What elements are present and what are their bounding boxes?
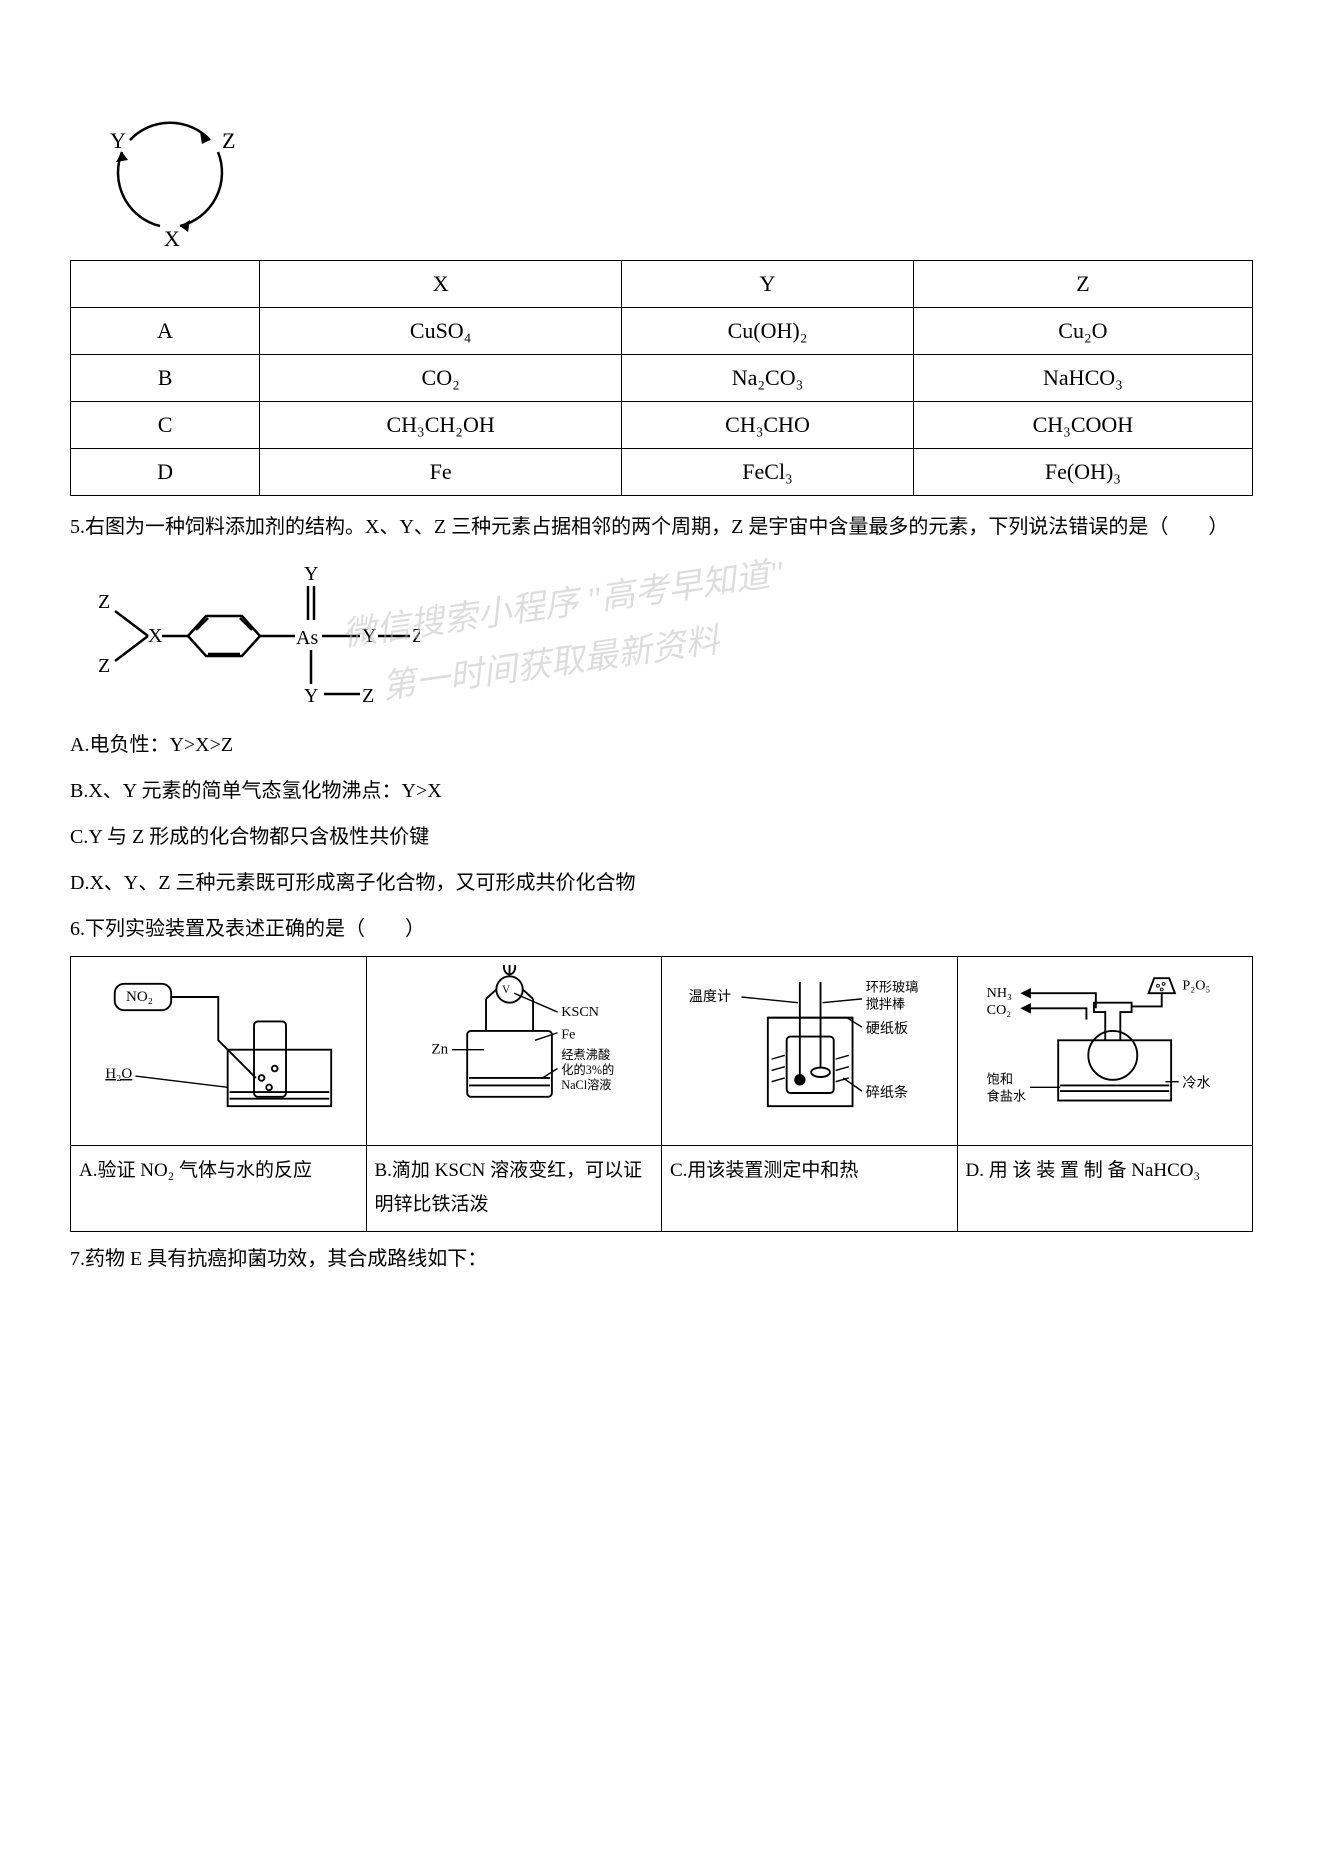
- cycle-Y-label: Y: [110, 128, 126, 153]
- q5-optA: A.电负性：Y>X>Z: [70, 726, 1253, 764]
- row-A-label: A: [71, 308, 260, 355]
- struct-Y-bot: Y: [304, 685, 318, 707]
- svg-text:搅拌棒: 搅拌棒: [866, 996, 905, 1011]
- svg-text:环形玻璃: 环形玻璃: [866, 979, 919, 994]
- row-D-Y: FeCl₃: [622, 449, 914, 496]
- experiment-table: NO₂ H₂O: [70, 956, 1253, 1232]
- exp-opt-B: B.滴加 KSCN 溶液变红，可以证明锌比铁活泼: [366, 1146, 662, 1231]
- struct-X: X: [148, 625, 163, 647]
- svg-text:NaCl溶液: NaCl溶液: [561, 1077, 611, 1092]
- row-C-X: CH₃CH₂OH: [260, 402, 622, 449]
- expB-KSCN: KSCN: [561, 1004, 599, 1020]
- structure-diagram: Z Z X As Y Y Z Y Z: [80, 556, 420, 716]
- expB-Fe: Fe: [561, 1026, 575, 1042]
- q5-optD: D.X、Y、Z 三种元素既可形成离子化合物，又可形成共价化合物: [70, 864, 1253, 902]
- row-B-X: CO₂: [260, 355, 622, 402]
- row-B-Y: Na₂CO₃: [622, 355, 914, 402]
- row-A-X: CuSO₄: [260, 308, 622, 355]
- q7-stem: 7.药物 E 具有抗癌抑菌功效，其合成路线如下：: [70, 1240, 1253, 1278]
- q5-stem: 5.右图为一种饲料添加剂的结构。X、Y、Z 三种元素占据相邻的两个周期，Z 是宇…: [70, 508, 1253, 546]
- table-row: A CuSO₄ Cu(OH)₂ Cu₂O: [71, 308, 1253, 355]
- row-A-Z: Cu₂O: [913, 308, 1252, 355]
- q5-optB: B.X、Y 元素的简单气态氢化物沸点：Y>X: [70, 772, 1253, 810]
- struct-As: As: [296, 627, 318, 649]
- row-C-label: C: [71, 402, 260, 449]
- row-D-Z: Fe(OH)₃: [913, 449, 1252, 496]
- expA-H2O: H₂O: [105, 1066, 132, 1082]
- tbl-hY: Y: [622, 261, 914, 308]
- expD-P2O5: P₂O₅: [1182, 977, 1210, 993]
- exp-opt-D: D. 用 该 装 置 制 备 NaHCO₃: [957, 1146, 1253, 1231]
- exp-opt-C: C.用该装置测定中和热: [662, 1146, 958, 1231]
- row-C-Y: CH₃CHO: [622, 402, 914, 449]
- expA-NO2: NO₂: [126, 989, 153, 1005]
- svg-text:经煮沸酸: 经煮沸酸: [561, 1047, 610, 1062]
- exp-cell-C-img: 温度计 环形玻璃 搅拌棒 硬纸板 碎纸条: [662, 957, 958, 1146]
- row-B-label: B: [71, 355, 260, 402]
- expC-board: 硬纸板: [866, 1021, 908, 1037]
- table-row: D Fe FeCl₃ Fe(OH)₃: [71, 449, 1253, 496]
- tbl-hZ: Z: [913, 261, 1252, 308]
- cycle-X-label: X: [164, 226, 180, 250]
- svg-text:V: V: [502, 984, 511, 996]
- compounds-table: X Y Z A CuSO₄ Cu(OH)₂ Cu₂O B CO₂ Na₂CO₃ …: [70, 260, 1253, 496]
- row-C-Z: CH₃COOH: [913, 402, 1252, 449]
- exp-cell-D-img: NH₃ CO₂ P₂O₅ 饱和 食盐水 冷水: [957, 957, 1253, 1146]
- row-D-label: D: [71, 449, 260, 496]
- expD-cold: 冷水: [1182, 1075, 1210, 1091]
- struct-Z1: Z: [98, 591, 110, 613]
- struct-Z2: Z: [98, 655, 110, 677]
- tbl-h0: [71, 261, 260, 308]
- exp-opt-A: A.验证 NO₂ 气体与水的反应: [71, 1146, 367, 1231]
- expC-thermo: 温度计: [689, 989, 731, 1005]
- watermark-line2: 第一时间获取最新资料: [378, 613, 722, 709]
- struct-Y-right: Y: [362, 625, 376, 647]
- tbl-hX: X: [260, 261, 622, 308]
- svg-text:饱和: 饱和: [986, 1072, 1012, 1087]
- exp-cell-A-img: NO₂ H₂O: [71, 957, 367, 1146]
- table-row: B CO₂ Na₂CO₃ NaHCO₃: [71, 355, 1253, 402]
- struct-Z-right: Z: [412, 625, 420, 647]
- row-B-Z: NaHCO₃: [913, 355, 1252, 402]
- svg-text:化的3%的: 化的3%的: [561, 1062, 614, 1077]
- cycle-Z-label: Z: [222, 128, 235, 153]
- struct-Y-top: Y: [304, 563, 318, 585]
- row-D-X: Fe: [260, 449, 622, 496]
- q5-optC: C.Y 与 Z 形成的化合物都只含极性共价键: [70, 818, 1253, 856]
- svg-text:食盐水: 食盐水: [986, 1088, 1025, 1104]
- expB-Zn: Zn: [431, 1041, 448, 1057]
- expD-NH3: NH₃: [986, 985, 1011, 1001]
- row-A-Y: Cu(OH)₂: [622, 308, 914, 355]
- expD-CO2: CO₂: [986, 1002, 1011, 1018]
- q6-stem: 6.下列实验装置及表述正确的是（ ）: [70, 910, 1253, 948]
- table-row: C CH₃CH₂OH CH₃CHO CH₃COOH: [71, 402, 1253, 449]
- cycle-diagram: Y Z X: [80, 100, 260, 250]
- struct-Z-bot: Z: [362, 685, 374, 707]
- expC-paper: 碎纸条: [866, 1084, 908, 1101]
- exp-cell-B-img: V Zn KSCN Fe 经煮沸酸 化的3%的 NaCl溶液: [366, 957, 662, 1146]
